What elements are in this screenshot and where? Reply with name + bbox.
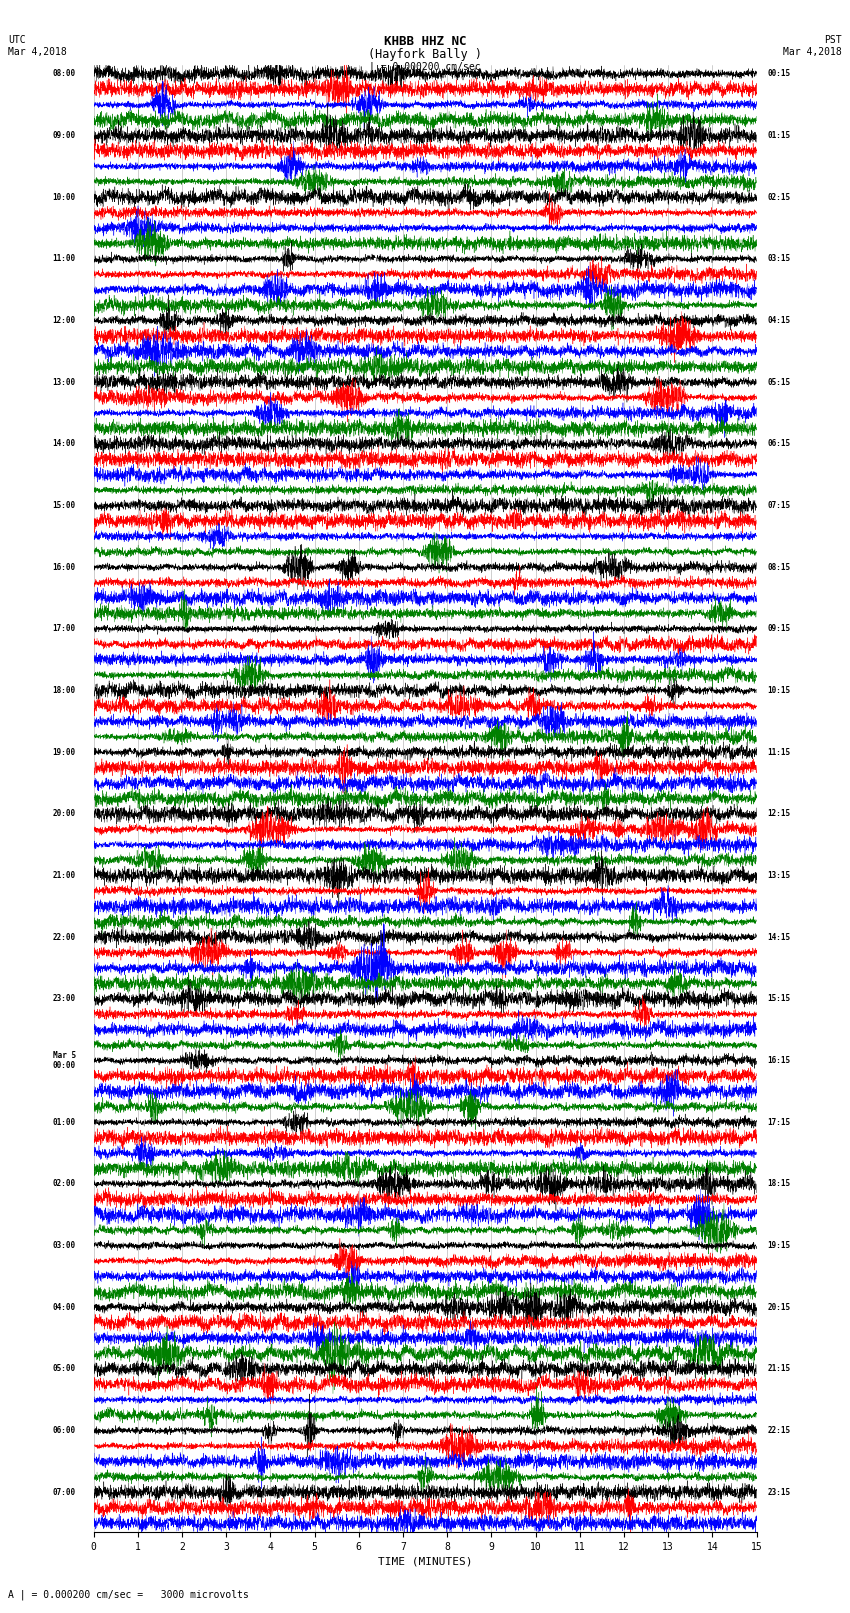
Text: 12:00: 12:00	[53, 316, 76, 324]
Text: 08:00: 08:00	[53, 69, 76, 79]
Text: KHBB HHZ NC: KHBB HHZ NC	[383, 35, 467, 48]
Text: 23:00: 23:00	[53, 994, 76, 1003]
Text: 06:15: 06:15	[768, 439, 791, 448]
Text: 01:00: 01:00	[53, 1118, 76, 1127]
Text: 22:15: 22:15	[768, 1426, 791, 1436]
Text: 01:15: 01:15	[768, 131, 791, 140]
Text: 09:00: 09:00	[53, 131, 76, 140]
Text: 19:00: 19:00	[53, 748, 76, 756]
Text: 16:00: 16:00	[53, 563, 76, 571]
Text: 07:15: 07:15	[768, 502, 791, 510]
Text: 19:15: 19:15	[768, 1240, 791, 1250]
Text: 05:15: 05:15	[768, 377, 791, 387]
Text: 10:15: 10:15	[768, 686, 791, 695]
Text: 22:00: 22:00	[53, 932, 76, 942]
Text: 13:15: 13:15	[768, 871, 791, 881]
Text: UTC
Mar 4,2018: UTC Mar 4,2018	[8, 35, 67, 56]
Text: 04:00: 04:00	[53, 1303, 76, 1311]
Text: 11:00: 11:00	[53, 255, 76, 263]
X-axis label: TIME (MINUTES): TIME (MINUTES)	[377, 1557, 473, 1566]
Text: 20:15: 20:15	[768, 1303, 791, 1311]
Text: 03:00: 03:00	[53, 1240, 76, 1250]
Text: 21:00: 21:00	[53, 871, 76, 881]
Text: 23:15: 23:15	[768, 1487, 791, 1497]
Text: 08:15: 08:15	[768, 563, 791, 571]
Text: Mar 5
00:00: Mar 5 00:00	[53, 1050, 76, 1071]
Text: 14:15: 14:15	[768, 932, 791, 942]
Text: (Hayfork Bally ): (Hayfork Bally )	[368, 48, 482, 61]
Text: 09:15: 09:15	[768, 624, 791, 634]
Text: 02:00: 02:00	[53, 1179, 76, 1189]
Text: 18:15: 18:15	[768, 1179, 791, 1189]
Text: A | = 0.000200 cm/sec =   3000 microvolts: A | = 0.000200 cm/sec = 3000 microvolts	[8, 1589, 249, 1600]
Text: 13:00: 13:00	[53, 377, 76, 387]
Text: 15:00: 15:00	[53, 502, 76, 510]
Text: 00:15: 00:15	[768, 69, 791, 79]
Text: 14:00: 14:00	[53, 439, 76, 448]
Text: 12:15: 12:15	[768, 810, 791, 818]
Text: 15:15: 15:15	[768, 994, 791, 1003]
Text: 17:00: 17:00	[53, 624, 76, 634]
Text: 11:15: 11:15	[768, 748, 791, 756]
Text: 10:00: 10:00	[53, 192, 76, 202]
Text: 17:15: 17:15	[768, 1118, 791, 1127]
Text: 06:00: 06:00	[53, 1426, 76, 1436]
Text: 18:00: 18:00	[53, 686, 76, 695]
Text: 05:00: 05:00	[53, 1365, 76, 1373]
Text: | = 0.000200 cm/sec: | = 0.000200 cm/sec	[369, 61, 481, 73]
Text: 16:15: 16:15	[768, 1057, 791, 1065]
Text: 21:15: 21:15	[768, 1365, 791, 1373]
Text: 20:00: 20:00	[53, 810, 76, 818]
Text: 07:00: 07:00	[53, 1487, 76, 1497]
Text: PST
Mar 4,2018: PST Mar 4,2018	[783, 35, 842, 56]
Text: 04:15: 04:15	[768, 316, 791, 324]
Text: 03:15: 03:15	[768, 255, 791, 263]
Text: 02:15: 02:15	[768, 192, 791, 202]
